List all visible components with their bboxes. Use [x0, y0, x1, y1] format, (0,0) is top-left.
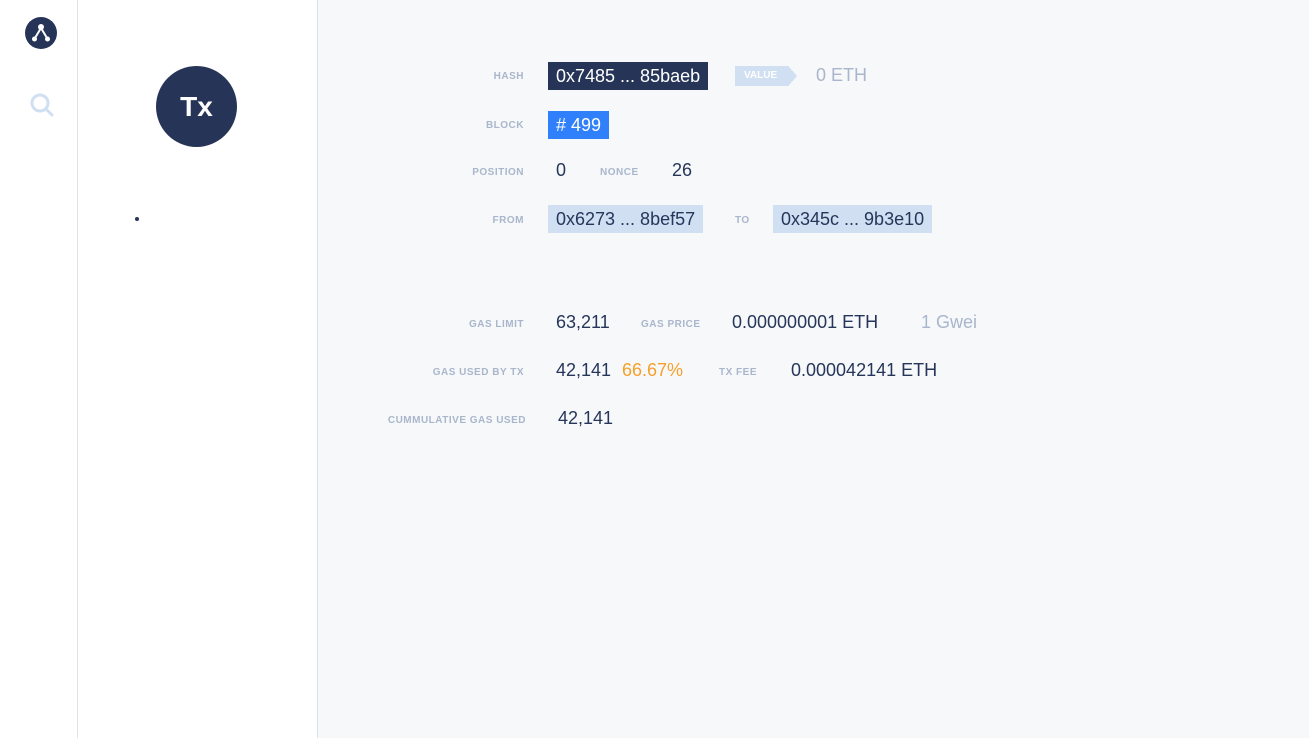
position-label: POSITION [472, 167, 524, 178]
block-label: BLOCK [485, 120, 524, 131]
bullet [135, 217, 139, 221]
gas-used: 42,141 [556, 360, 612, 380]
value-tag: VALUE [735, 66, 797, 86]
fee-label: TX FEE [719, 367, 758, 378]
from-label: FROM [492, 215, 524, 226]
value: 0 ETH [816, 65, 868, 85]
hash-label: HASH [493, 71, 524, 82]
gas-used-label: GAS USED BY TX [432, 367, 524, 378]
gas-price-label: GAS PRICE [641, 319, 701, 330]
side-panel: Tx [78, 0, 318, 738]
cumulative-label: CUMMULATIVE GAS USED [387, 415, 526, 426]
nonce-label: NONCE [600, 167, 639, 178]
gas-used-percent: 66.67% [622, 360, 684, 380]
nav-rail [0, 0, 78, 738]
to-chip[interactable]: 0x345c ... 9b3e10 [773, 205, 933, 233]
tx-fee: 0.000042141 ETH [791, 360, 938, 380]
cumulative-gas: 42,141 [558, 408, 614, 428]
nonce: 26 [672, 160, 693, 180]
gas-price-gwei: 1 Gwei [921, 312, 978, 332]
block-chip[interactable]: # 499 [548, 111, 610, 139]
position: 0 [556, 160, 567, 180]
hash-chip[interactable]: 0x7485 ... 85baeb [548, 62, 709, 90]
gas-price: 0.000000001 ETH [732, 312, 879, 332]
search-icon[interactable] [29, 92, 55, 118]
tx-avatar: Tx [156, 66, 237, 147]
gas-limit-label: GAS LIMIT [468, 319, 524, 330]
to-label: TO [735, 215, 750, 226]
gas-limit: 63,211 [556, 312, 610, 332]
app-logo-icon[interactable] [25, 17, 57, 49]
from-chip[interactable]: 0x6273 ... 8bef57 [548, 205, 704, 233]
